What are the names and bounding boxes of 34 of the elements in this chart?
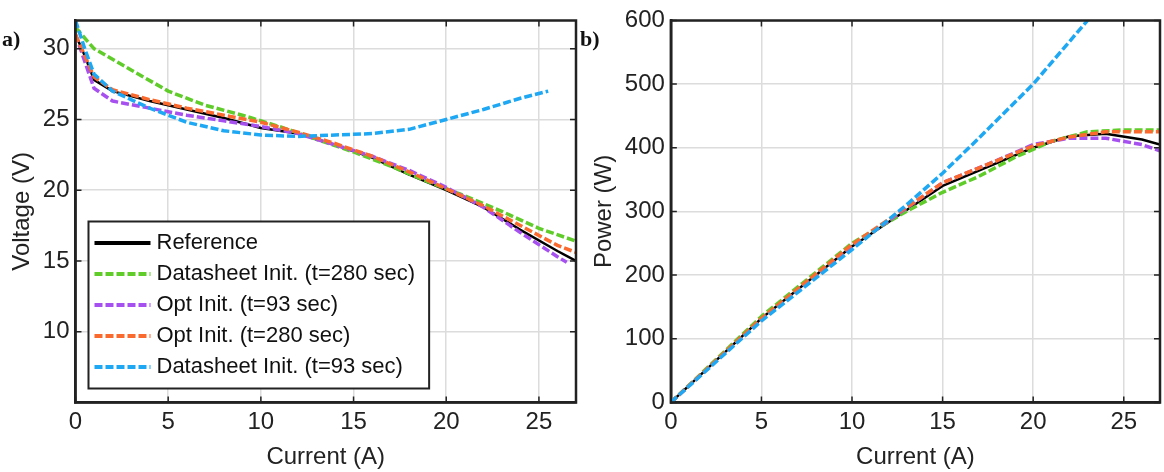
x-tick-label: 25 xyxy=(525,407,553,435)
x-tick-label: 5 xyxy=(754,407,769,435)
y-tick-label: 20 xyxy=(42,174,70,202)
y-tick-label: 100 xyxy=(624,323,665,351)
legend-label: Reference xyxy=(156,228,259,254)
legend-label: Opt Init. (t=280 sec) xyxy=(156,321,351,347)
y-tick-label: 10 xyxy=(42,316,70,344)
y-tick-label: 300 xyxy=(624,196,665,224)
x-tick-label: 10 xyxy=(247,407,275,435)
y-tick-label: 25 xyxy=(42,104,70,132)
x-axis-title: Current (A) xyxy=(266,442,386,470)
x-tick-label: 10 xyxy=(838,407,866,435)
y-tick-label: 400 xyxy=(624,132,665,160)
y-tick-label: 600 xyxy=(624,5,665,33)
legend-label: Datasheet Init. (t=93 sec) xyxy=(156,352,403,378)
text: b) xyxy=(580,25,600,51)
x-tick-label: 5 xyxy=(161,407,175,435)
x-tick-label: 20 xyxy=(1019,407,1047,435)
y-tick-label: 200 xyxy=(624,259,665,287)
y-tick-label: 30 xyxy=(42,33,70,61)
text: a) xyxy=(2,25,21,51)
y-axis-title: Voltage (V) xyxy=(7,152,35,271)
legend-label: Datasheet Init. (t=280 sec) xyxy=(156,259,416,285)
legend-label: Opt Init. (t=93 sec) xyxy=(156,290,339,316)
line-series xyxy=(75,20,550,139)
y-tick-label: 500 xyxy=(624,68,665,96)
x-tick-label: 15 xyxy=(340,407,367,435)
y-tick-label: 15 xyxy=(42,245,70,273)
y-axis-title: Power (W) xyxy=(589,154,617,269)
x-tick-label: 15 xyxy=(929,407,956,435)
x-tick-label: 25 xyxy=(1110,407,1138,435)
x-axis-title: Current (A) xyxy=(856,442,975,470)
y-tick-label: 0 xyxy=(651,387,665,415)
x-tick-label: 20 xyxy=(432,407,460,435)
